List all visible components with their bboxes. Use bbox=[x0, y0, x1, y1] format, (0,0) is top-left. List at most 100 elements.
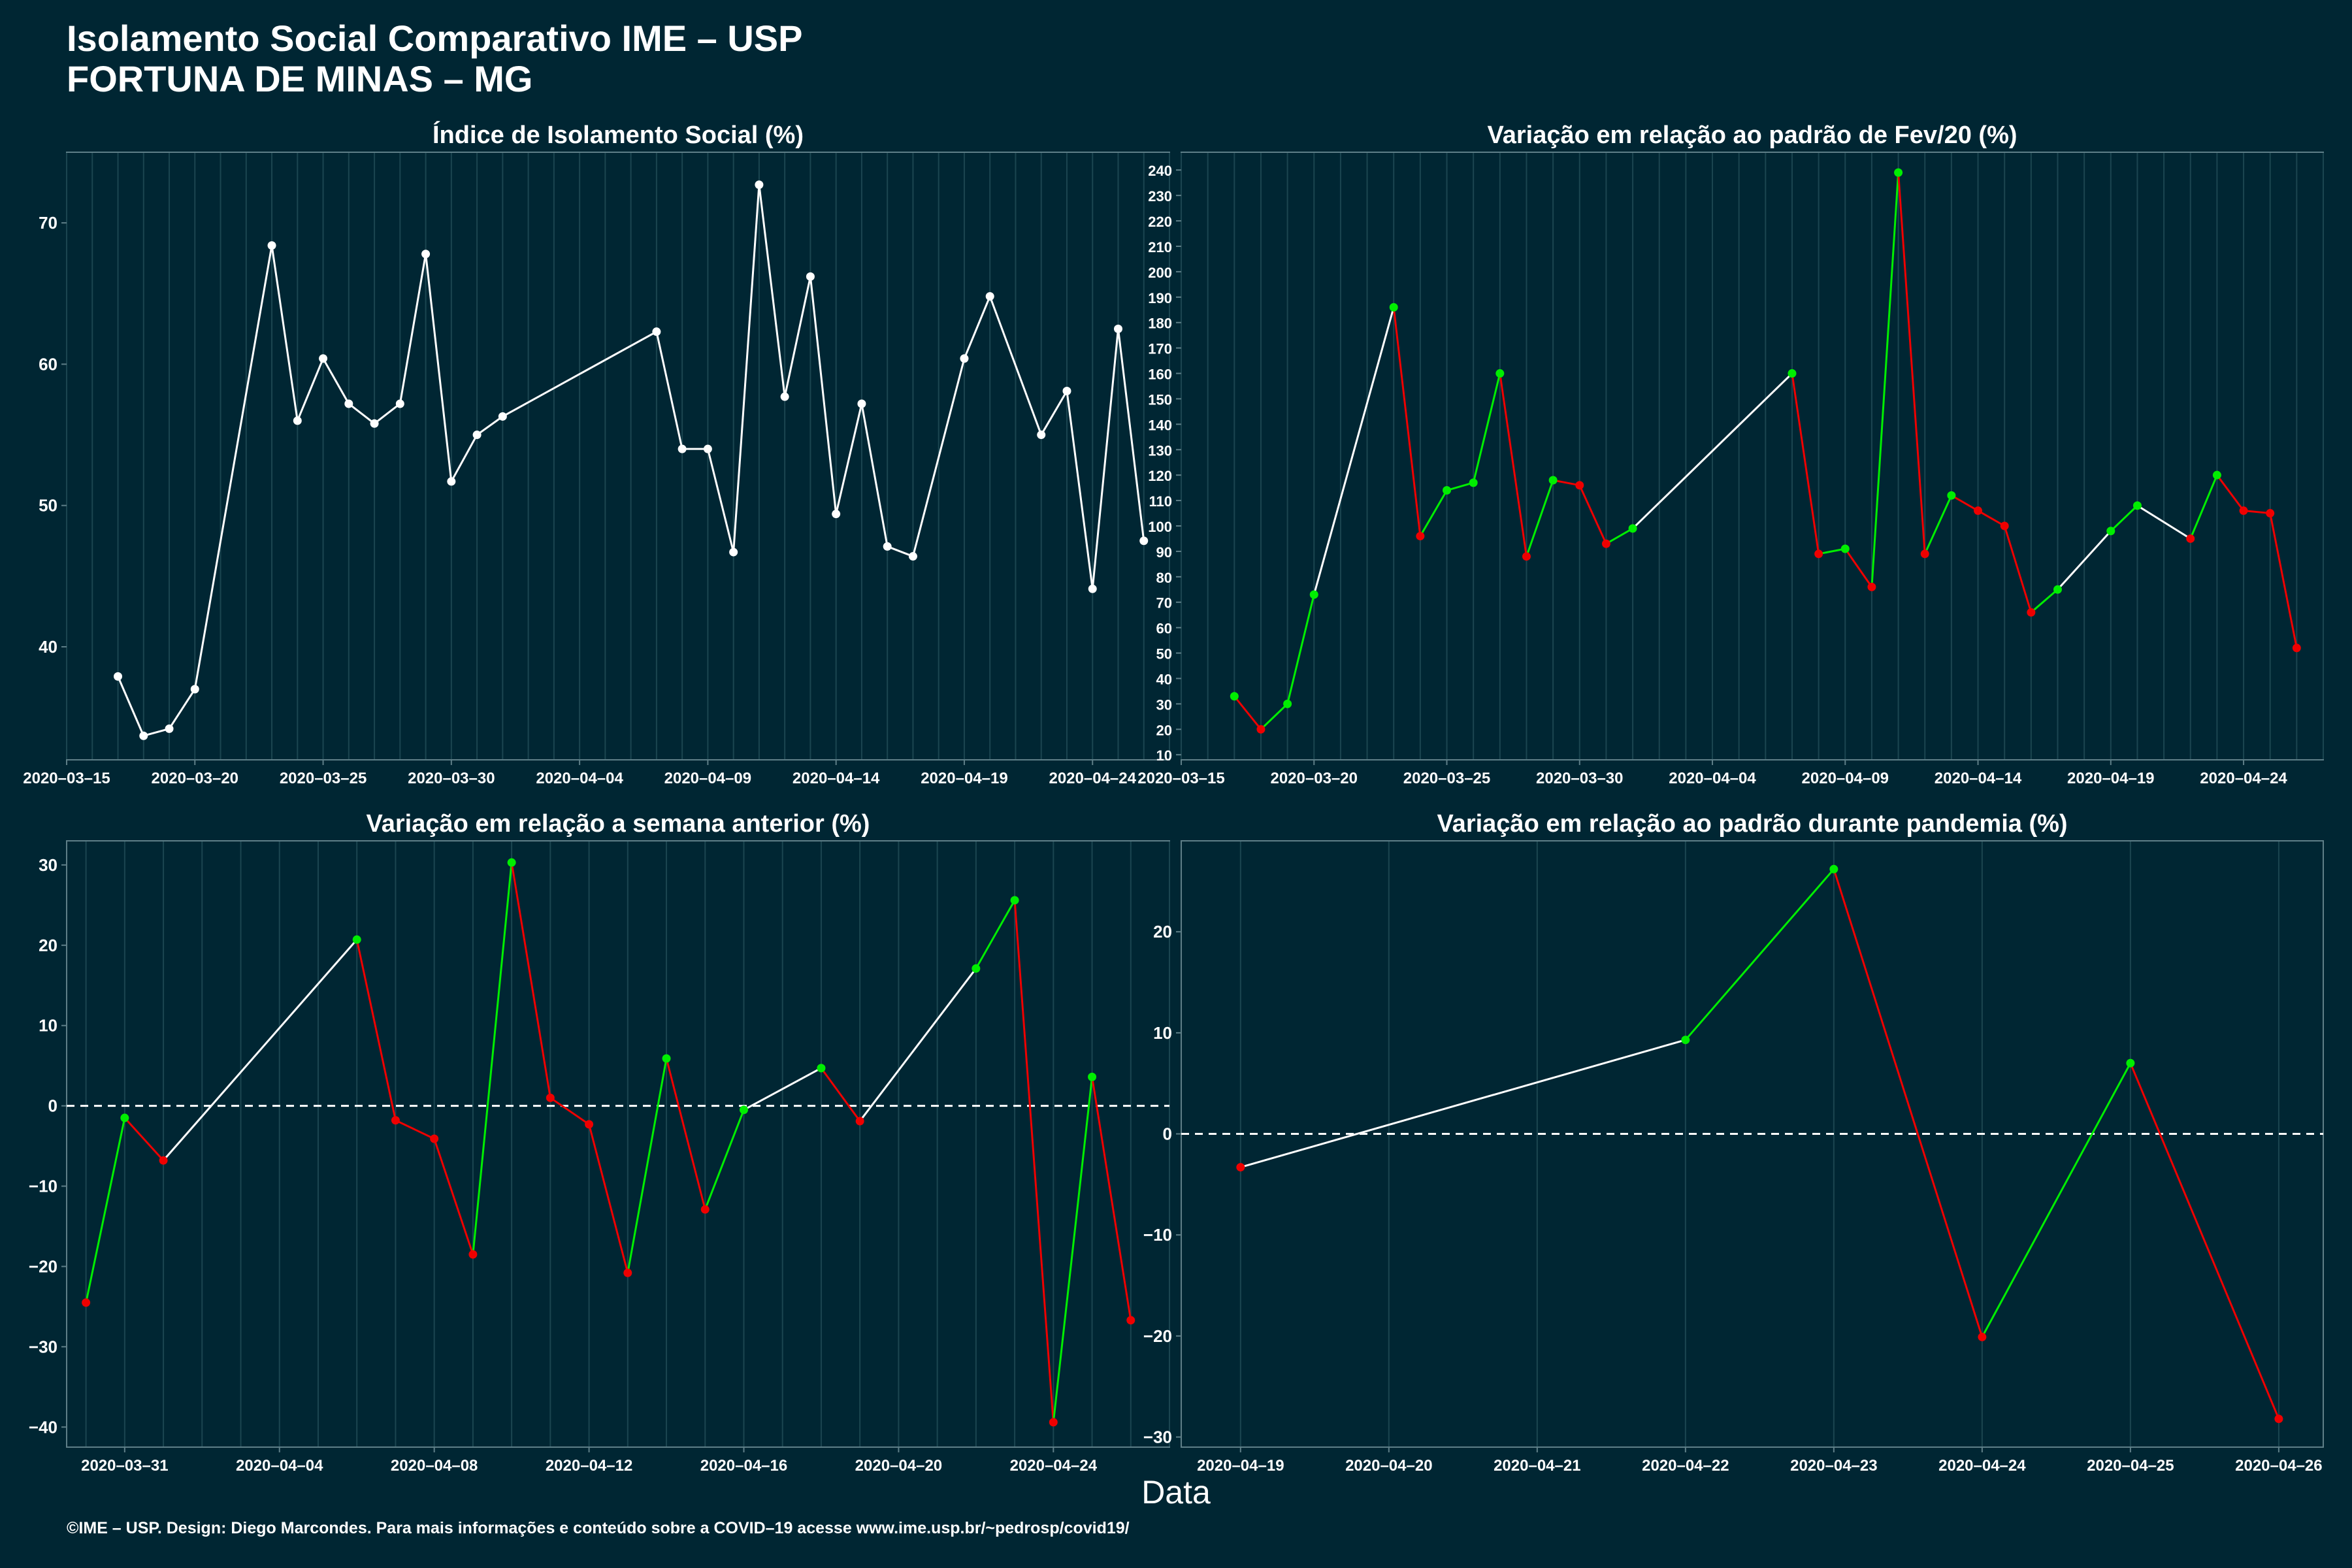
series-segment bbox=[1052, 1077, 1094, 1423]
x-tick-label: 2020–04–24 bbox=[1049, 770, 1136, 787]
series-segment bbox=[395, 1119, 435, 1140]
data-point bbox=[2266, 509, 2275, 518]
data-point bbox=[468, 1250, 478, 1259]
data-point bbox=[344, 399, 353, 408]
data-point bbox=[1416, 532, 1425, 541]
series-segment bbox=[2269, 513, 2298, 649]
series-segment bbox=[1923, 495, 1953, 555]
data-point bbox=[2274, 1414, 2283, 1424]
data-point bbox=[2292, 644, 2301, 653]
data-point bbox=[159, 1156, 168, 1165]
y-tick-label: 220 bbox=[1148, 214, 1172, 230]
data-point bbox=[1867, 582, 1876, 591]
series-segment bbox=[809, 276, 838, 514]
series-segment bbox=[2110, 504, 2138, 532]
series-segment bbox=[374, 402, 401, 425]
y-tick-label: 180 bbox=[1148, 316, 1172, 332]
plot-area bbox=[1181, 152, 2324, 760]
series-segment bbox=[2243, 510, 2270, 515]
series-segment bbox=[296, 358, 324, 421]
series-segment bbox=[1286, 594, 1315, 704]
data-point bbox=[1049, 1418, 1058, 1427]
series-segment bbox=[1091, 329, 1119, 589]
series-segment bbox=[887, 546, 913, 557]
series-segment bbox=[1066, 391, 1094, 589]
data-point bbox=[739, 1105, 748, 1115]
data-point bbox=[780, 392, 789, 401]
x-tick-label: 2020–03–20 bbox=[1271, 770, 1358, 787]
series-segment bbox=[1870, 172, 1900, 587]
plot-area bbox=[66, 840, 1170, 1448]
x-tick-label: 2020–04–04 bbox=[536, 770, 623, 787]
series-segment bbox=[988, 296, 1043, 436]
y-tick-label: 40 bbox=[1156, 671, 1172, 687]
data-point bbox=[114, 672, 123, 681]
series-segment bbox=[1240, 1039, 1686, 1169]
data-point bbox=[960, 354, 969, 363]
y-tick-label: −40 bbox=[29, 1417, 57, 1437]
y-tick-label: −10 bbox=[29, 1177, 57, 1196]
data-point bbox=[498, 412, 507, 421]
series-segment bbox=[433, 1138, 474, 1255]
data-point bbox=[623, 1268, 632, 1277]
x-tick-label: 2020–04–14 bbox=[792, 770, 880, 787]
series-segment bbox=[425, 253, 453, 482]
data-point bbox=[1443, 486, 1452, 495]
y-tick-label: 20 bbox=[1153, 922, 1172, 941]
y-tick-label: −10 bbox=[1143, 1225, 1172, 1245]
y-tick-label: 0 bbox=[48, 1096, 57, 1116]
x-tick-label: 2020–04–25 bbox=[2087, 1457, 2174, 1475]
series-segment bbox=[860, 403, 889, 547]
y-tick-label: 50 bbox=[39, 496, 57, 515]
y-tick-label: 70 bbox=[1156, 595, 1172, 612]
series-segment bbox=[732, 184, 760, 553]
series-segment bbox=[322, 358, 350, 404]
data-point bbox=[190, 685, 199, 694]
x-tick-label: 2020–04–26 bbox=[2235, 1457, 2322, 1475]
data-point bbox=[120, 1113, 129, 1122]
x-tick-label: 2020–04–24 bbox=[1938, 1457, 2026, 1475]
series-segment bbox=[1392, 307, 1422, 536]
series-segment bbox=[162, 939, 358, 1162]
y-tick-label: 200 bbox=[1148, 265, 1172, 281]
series-segment bbox=[1419, 489, 1448, 537]
y-tick-label: 100 bbox=[1148, 519, 1172, 535]
series-segment bbox=[168, 689, 196, 730]
data-point bbox=[1495, 369, 1505, 378]
data-point bbox=[729, 547, 738, 557]
data-point bbox=[1230, 692, 1239, 701]
x-tick-label: 2020–04–19 bbox=[1197, 1457, 1284, 1475]
data-point bbox=[703, 444, 712, 453]
series-segment bbox=[1951, 495, 1979, 512]
data-point bbox=[1139, 536, 1149, 546]
y-tick-label: −20 bbox=[1143, 1326, 1172, 1346]
y-tick-label: 10 bbox=[1153, 1023, 1172, 1043]
page-subtitle: FORTUNA DE MINAS – MG bbox=[67, 58, 533, 99]
y-tick-label: 110 bbox=[1149, 493, 1173, 510]
series-segment bbox=[1897, 172, 1926, 554]
series-segment bbox=[85, 1117, 126, 1303]
series-segment bbox=[1117, 329, 1145, 541]
series-segment bbox=[1040, 390, 1068, 436]
data-point bbox=[82, 1298, 91, 1307]
data-point bbox=[985, 292, 994, 301]
series-segment bbox=[399, 253, 427, 404]
data-point bbox=[1309, 590, 1318, 599]
data-point bbox=[1236, 1163, 1245, 1172]
x-tick-label: 2020–04–23 bbox=[1790, 1457, 1877, 1475]
chart-panel-2: Variação em relação ao padrão de Fev/20 … bbox=[1137, 122, 2324, 787]
x-tick-label: 2020–04–21 bbox=[1494, 1457, 1580, 1475]
data-point bbox=[678, 444, 687, 453]
data-point bbox=[1974, 506, 1983, 515]
data-point bbox=[1894, 168, 1903, 177]
data-point bbox=[395, 399, 404, 408]
x-tick-label: 2020–03–25 bbox=[1403, 770, 1490, 787]
data-point bbox=[806, 272, 815, 281]
panel-title: Variação em relação ao padrão de Fev/20 … bbox=[1487, 122, 2017, 149]
data-point bbox=[1062, 387, 1071, 396]
y-tick-label: 170 bbox=[1148, 341, 1172, 357]
series-segment bbox=[472, 862, 513, 1255]
series-segment bbox=[706, 448, 735, 553]
panel-title: Índice de Isolamento Social (%) bbox=[433, 120, 804, 149]
